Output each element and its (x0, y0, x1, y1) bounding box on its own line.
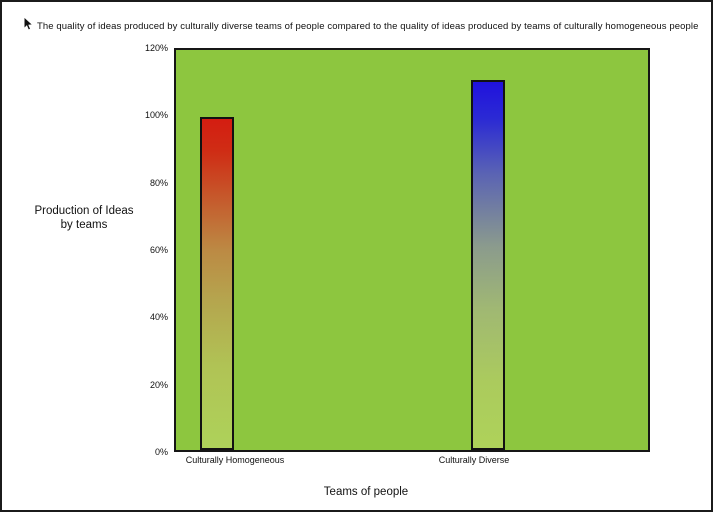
y-tick-label: 100% (144, 110, 168, 120)
mouse-pointer-icon (23, 16, 34, 31)
y-tick-label: 0% (154, 447, 168, 457)
chart-title: The quality of ideas produced by cultura… (37, 21, 699, 32)
bar-culturally-diverse (471, 80, 505, 450)
y-tick-label: 120% (144, 43, 168, 53)
x-tick-label-culturally-diverse: Culturally Diverse (438, 455, 510, 465)
y-axis-label-line2: by teams (60, 218, 108, 231)
x-tick-label-culturally-homogeneous: Culturally Homogeneous (185, 455, 285, 465)
plot-area (174, 48, 650, 452)
bar-culturally-homogeneous (200, 117, 234, 450)
y-tick-label: 40% (149, 312, 168, 322)
y-axis-label: Production of Ideas by teams (21, 205, 147, 232)
y-tick-label: 60% (149, 245, 168, 255)
y-tick-label: 80% (149, 178, 168, 188)
x-axis-label: Teams of people (323, 486, 409, 498)
y-axis-label-line1: Production of Ideas (34, 205, 134, 217)
y-tick-label: 20% (149, 380, 168, 390)
